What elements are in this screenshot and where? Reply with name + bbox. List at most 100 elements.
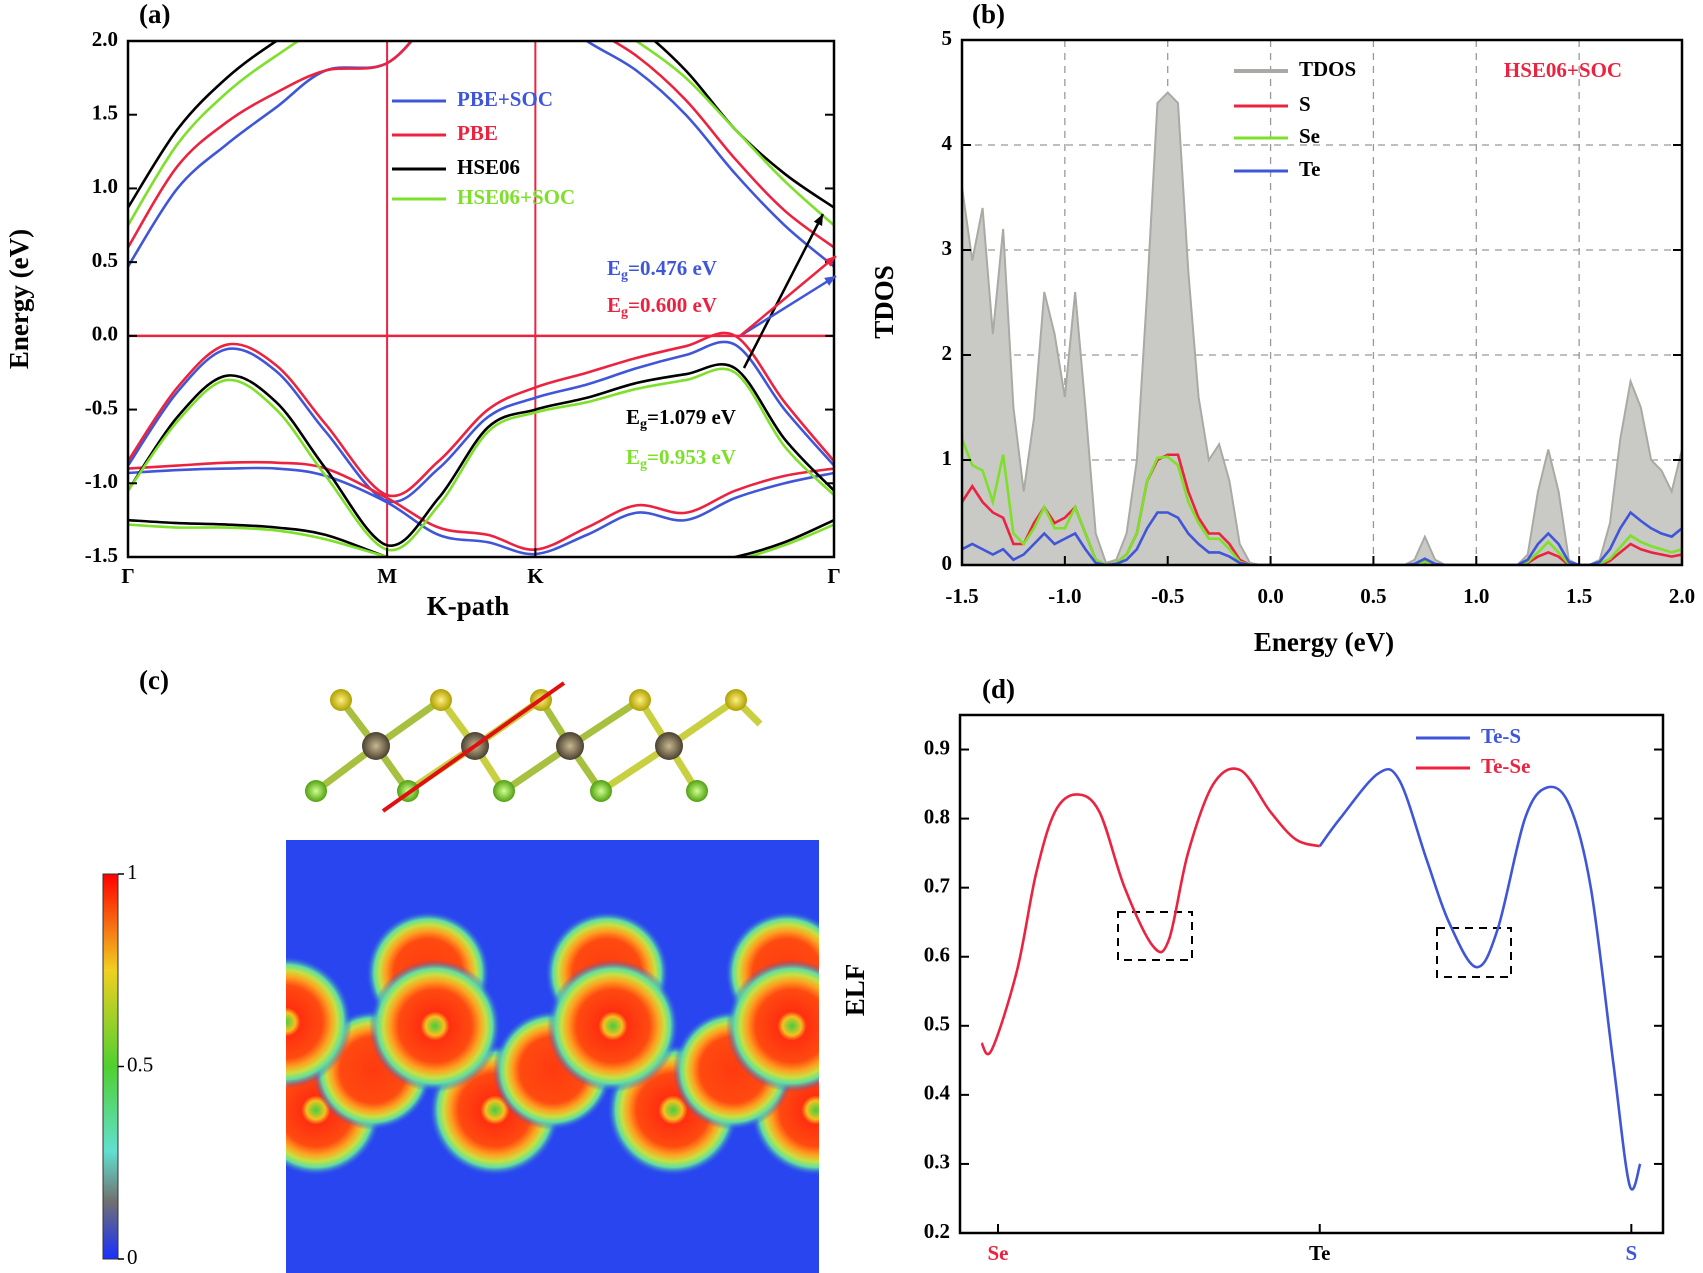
elf-blob xyxy=(726,960,819,1092)
annotation: Eg=1.079 eV xyxy=(626,405,736,432)
annotation-symbol: E xyxy=(626,405,640,429)
x-tick-label: 0.0 xyxy=(1257,584,1283,608)
legend-label: Te-Se xyxy=(1481,754,1530,778)
dos-line xyxy=(962,438,1682,565)
band-line xyxy=(128,466,834,556)
x-tick-label: Γ xyxy=(827,564,840,588)
arrow-head xyxy=(824,256,836,267)
legend-label: TDOS xyxy=(1299,57,1356,81)
highlight-box xyxy=(1436,927,1512,978)
x-tick-label: -1.0 xyxy=(1048,584,1081,608)
y-tick-label: 0 xyxy=(942,551,953,575)
plot-area xyxy=(128,41,834,557)
highlight-box xyxy=(1117,911,1193,961)
x-tick-label: M xyxy=(377,564,397,588)
plot-frame xyxy=(960,38,1684,567)
annotation-value: =1.079 eV xyxy=(647,405,736,429)
y-tick-label: 0.3 xyxy=(924,1150,950,1174)
band-line xyxy=(128,41,834,268)
y-tick-label: 0.5 xyxy=(924,1012,950,1036)
colorbar-label: 1 xyxy=(127,860,138,884)
s-atom xyxy=(725,689,747,711)
x-tick-label: 1.0 xyxy=(1463,584,1489,608)
y-tick-label: -0.5 xyxy=(85,395,118,419)
y-tick-label: 0.7 xyxy=(924,873,950,897)
legend-label: Se xyxy=(1299,124,1320,148)
x-tick-label: Te xyxy=(1309,1241,1330,1265)
se-atom xyxy=(686,780,708,802)
panel-label: (c) xyxy=(139,665,169,695)
y-tick-label: 0.6 xyxy=(924,943,950,967)
cut-plane xyxy=(381,681,566,813)
legend-label: Te xyxy=(1299,157,1320,181)
annotation: Eg=0.476 eV xyxy=(607,256,717,283)
y-tick-label: 4 xyxy=(942,131,953,155)
se-atom xyxy=(493,780,515,802)
band-line xyxy=(128,41,834,249)
gap-arrows xyxy=(739,213,837,369)
se-atom xyxy=(590,780,612,802)
crystal-structure xyxy=(305,681,763,813)
y-tick-label: 0.5 xyxy=(92,248,118,272)
band-line xyxy=(128,340,834,504)
plot-frame xyxy=(126,39,836,559)
arrow xyxy=(742,213,825,369)
x-tick-label: 2.0 xyxy=(1669,584,1695,608)
plot-frame xyxy=(958,713,1665,1235)
colorbar xyxy=(102,873,119,1260)
x-axis-title: Energy (eV) xyxy=(1254,627,1394,657)
y-tick-label: 2 xyxy=(942,341,953,365)
elf-map xyxy=(286,840,819,1273)
elf-blob xyxy=(547,960,679,1092)
band-line xyxy=(128,523,834,557)
annotation-subscript: g xyxy=(621,268,628,283)
y-tick-label: -1.5 xyxy=(85,543,118,567)
band-line xyxy=(128,41,834,227)
panel-label: (d) xyxy=(982,674,1015,704)
arrow-head xyxy=(813,214,823,226)
annotation-symbol: E xyxy=(607,256,621,280)
y-tick-label: -1.0 xyxy=(85,469,118,493)
te-atom xyxy=(362,732,390,760)
legend-label: S xyxy=(1299,92,1311,116)
x-tick-label: -0.5 xyxy=(1151,584,1184,608)
annotation-value: =0.953 eV xyxy=(647,445,736,469)
band-line xyxy=(128,331,834,498)
y-axis-title: ELF xyxy=(840,964,870,1017)
annotation-value: =0.476 eV xyxy=(628,256,717,280)
arrow xyxy=(739,255,837,337)
x-tick-label: S xyxy=(1625,1241,1637,1265)
legend-label: PBE+SOC xyxy=(457,87,553,111)
legend-label: HSE06+SOC xyxy=(457,185,575,209)
elf-line xyxy=(980,767,1321,1056)
annotation-subscript: g xyxy=(621,305,628,320)
band-line xyxy=(128,363,834,547)
annotation-text: HSE06+SOC xyxy=(1504,58,1622,82)
se-atom xyxy=(305,780,327,802)
legend-label: HSE06 xyxy=(457,155,520,179)
x-tick-label: 1.5 xyxy=(1566,584,1592,608)
dos-line xyxy=(962,510,1682,565)
y-tick-label: 1.5 xyxy=(92,101,118,125)
x-tick-label: -1.5 xyxy=(945,584,978,608)
x-tick-label: 0.5 xyxy=(1360,584,1386,608)
y-tick-label: 5 xyxy=(942,26,953,50)
y-tick-label: 3 xyxy=(942,236,953,260)
te-atom xyxy=(556,732,584,760)
panel-label: (b) xyxy=(972,0,1005,29)
arrow-head xyxy=(824,276,836,286)
s-atom xyxy=(629,689,651,711)
arrow xyxy=(739,274,837,338)
band-line xyxy=(128,518,834,557)
annotation: HSE06+SOC xyxy=(1504,58,1622,82)
y-tick-label: 1 xyxy=(942,446,953,470)
plot-area xyxy=(980,767,1642,1191)
x-tick-label: K xyxy=(527,564,544,588)
annotation: Eg=0.953 eV xyxy=(626,445,736,472)
annotation-value: =0.600 eV xyxy=(628,293,717,317)
panel-label: (a) xyxy=(139,0,170,29)
y-tick-label: 0.2 xyxy=(924,1219,950,1243)
legend-label: Te-S xyxy=(1481,724,1521,748)
y-tick-label: 0.9 xyxy=(924,735,950,759)
